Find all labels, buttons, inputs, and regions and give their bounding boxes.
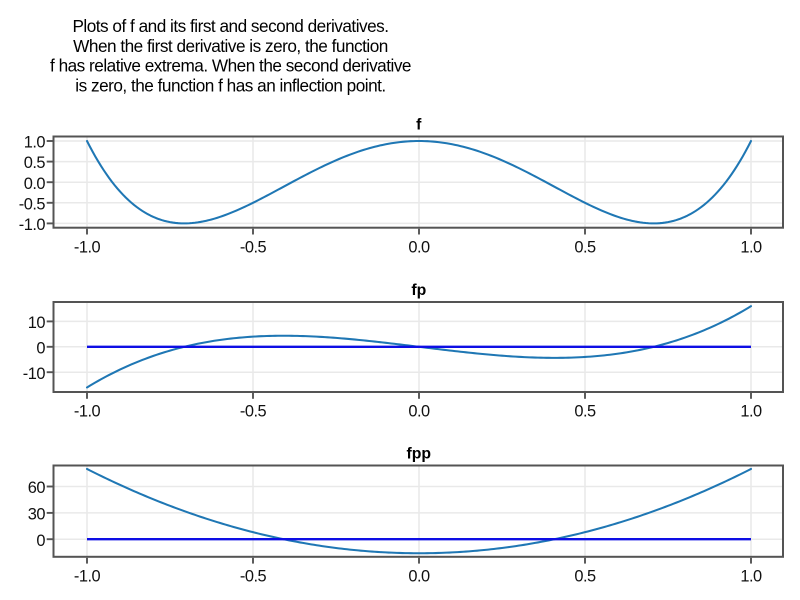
svg-text:0.5: 0.5	[574, 567, 596, 585]
svg-text:-0.5: -0.5	[240, 403, 267, 421]
svg-text:f has relative extrema. When t: f has relative extrema. When the second …	[50, 56, 411, 76]
svg-text:1.0: 1.0	[24, 134, 46, 152]
svg-text:0: 0	[36, 532, 45, 550]
svg-text:0.5: 0.5	[574, 403, 596, 421]
svg-text:-1.0: -1.0	[19, 216, 46, 234]
svg-text:0.0: 0.0	[408, 403, 430, 421]
svg-text:f: f	[416, 117, 422, 134]
svg-text:-1.0: -1.0	[74, 567, 101, 585]
svg-text:-0.5: -0.5	[19, 195, 46, 213]
svg-text:-10: -10	[23, 365, 46, 383]
svg-text:0.0: 0.0	[408, 567, 430, 585]
svg-text:fpp: fpp	[407, 446, 432, 463]
svg-text:0.5: 0.5	[24, 154, 46, 172]
svg-text:30: 30	[28, 506, 46, 524]
svg-text:Plots of f and its first and s: Plots of f and its first and second deri…	[72, 16, 388, 36]
svg-text:10: 10	[28, 314, 46, 332]
svg-text:60: 60	[28, 479, 46, 497]
svg-text:When the first derivative is z: When the first derivative is zero, the f…	[73, 36, 388, 56]
svg-text:1.0: 1.0	[740, 238, 762, 256]
svg-text:-0.5: -0.5	[240, 238, 267, 256]
svg-text:1.0: 1.0	[740, 567, 762, 585]
svg-text:-1.0: -1.0	[74, 403, 101, 421]
svg-text:0.0: 0.0	[24, 175, 46, 193]
svg-text:0.5: 0.5	[574, 238, 596, 256]
svg-text:-1.0: -1.0	[74, 238, 101, 256]
svg-text:is zero, the function f has an: is zero, the function f has an inflectio…	[75, 76, 385, 96]
svg-text:0: 0	[36, 339, 45, 357]
svg-text:1.0: 1.0	[740, 403, 762, 421]
svg-text:fp: fp	[411, 282, 426, 299]
svg-text:-0.5: -0.5	[240, 567, 267, 585]
svg-text:0.0: 0.0	[408, 238, 430, 256]
